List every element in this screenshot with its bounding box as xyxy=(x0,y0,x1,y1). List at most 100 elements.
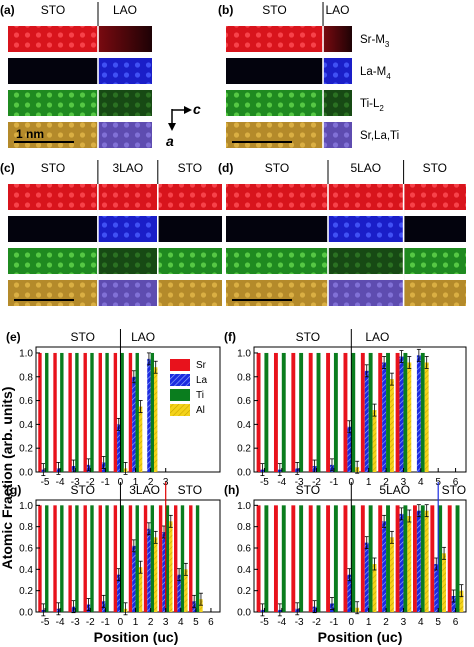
map-tile xyxy=(226,122,324,148)
bar-sr xyxy=(143,505,148,612)
bar-sr xyxy=(256,352,261,472)
y-tick-label: 0.6 xyxy=(237,396,251,407)
channel-label: La-M4 xyxy=(360,66,391,81)
bar-chart-g: STO 3LAO STO (g) 0.0 0.2 0.4 0.6 0.8 1.0 -5 -4 -3 -2-… xyxy=(6,482,221,628)
chart-header: LAO xyxy=(365,330,389,344)
bar-ti xyxy=(60,352,64,472)
map-tile xyxy=(157,248,222,274)
bar-sr xyxy=(128,505,133,612)
x-tick-label: 3 xyxy=(163,617,169,628)
map-panel-label: (c) xyxy=(0,161,15,175)
bar-sr xyxy=(38,352,42,472)
bar-al xyxy=(154,537,158,612)
bar-sr xyxy=(256,505,261,612)
x-tick-label: -4 xyxy=(56,617,65,628)
channel-label: Ti-L2 xyxy=(360,98,384,113)
bar-chart-e: STOLAO(e)0.00.20.40.60.81.0-5-4-3-2-1012… xyxy=(6,329,221,488)
x-tick-label: 4 xyxy=(418,617,424,628)
y-tick-label: 0.4 xyxy=(237,565,251,576)
bar-sr xyxy=(98,505,102,612)
bar-ti xyxy=(281,505,286,612)
map-tile xyxy=(8,58,98,84)
chart-panel-label: (f) xyxy=(224,330,236,344)
bar-la xyxy=(382,362,387,472)
map-tile xyxy=(8,122,98,148)
bar-sr xyxy=(189,505,193,612)
map-header: STO xyxy=(41,161,65,175)
bar-sr xyxy=(326,505,331,612)
bar-la xyxy=(162,532,166,612)
map-header: STO xyxy=(265,161,289,175)
bar-ti xyxy=(150,352,155,472)
bar-ti xyxy=(316,352,321,472)
chart-header: 5LAO xyxy=(379,483,410,497)
map-tile xyxy=(323,26,352,52)
bar-sr xyxy=(83,505,87,612)
x-tick-label: 2 xyxy=(148,617,154,628)
x-tick-label: 5 xyxy=(435,617,441,628)
bar-al xyxy=(424,362,429,472)
x-tick-label: 2 xyxy=(148,477,154,488)
bar-ti xyxy=(45,505,49,612)
bar-sr xyxy=(68,352,72,472)
bar-ti xyxy=(195,505,200,612)
x-tick-label: 4 xyxy=(418,477,424,488)
map-tile xyxy=(226,248,328,274)
chart-header: STO xyxy=(442,483,466,497)
bar-al xyxy=(389,537,394,612)
map-header: 5LAO xyxy=(350,161,381,175)
bar-ti xyxy=(60,505,64,612)
y-tick-label: 1.0 xyxy=(19,501,33,512)
map-panel-label: (b) xyxy=(218,3,233,17)
map-header: LAO xyxy=(113,3,137,17)
legend-label: Ti xyxy=(196,390,204,401)
map-panel-label: (d) xyxy=(218,161,233,175)
bar-sr xyxy=(113,505,118,612)
bar-ti xyxy=(150,505,155,612)
map-tile xyxy=(157,216,222,242)
bar-la xyxy=(147,358,151,472)
map-header: STO xyxy=(423,161,447,175)
bar-al xyxy=(372,410,377,472)
bar-ti xyxy=(45,352,49,472)
bar-ti xyxy=(368,505,373,612)
x-tick-label: 3 xyxy=(401,617,407,628)
map-panel-b: (b) STO LAO xyxy=(218,2,352,148)
y-tick-label: 0.0 xyxy=(237,468,251,479)
x-tick-label: 2 xyxy=(383,617,389,628)
bar-sr xyxy=(113,352,118,472)
bar-al xyxy=(169,521,173,612)
map-tile xyxy=(328,248,404,274)
bar-ti xyxy=(455,505,460,612)
bar-ti xyxy=(420,505,425,612)
bar-ti xyxy=(165,505,170,612)
y-tick-label: 0.4 xyxy=(19,420,33,431)
bar-ti xyxy=(403,505,408,612)
legend-swatch xyxy=(170,374,190,386)
bar-sr xyxy=(38,505,42,612)
x-tick-label: 1 xyxy=(133,477,139,488)
bar-ti xyxy=(316,505,321,612)
y-tick-label: 0.2 xyxy=(19,444,33,455)
bar-ti xyxy=(386,352,390,472)
map-header: LAO xyxy=(326,3,350,17)
x-tick-label: 2 xyxy=(383,477,389,488)
axis-arrows: ca xyxy=(166,101,201,149)
bar-al xyxy=(407,362,412,472)
channel-subscript: 2 xyxy=(379,104,384,113)
bar-la xyxy=(451,596,456,612)
bar-sr xyxy=(128,352,133,472)
y-tick-label: 0.4 xyxy=(237,420,251,431)
map-tile xyxy=(403,280,466,306)
bar-al xyxy=(389,379,394,472)
bar-la xyxy=(177,574,181,612)
bar-sr xyxy=(174,505,178,612)
bar-la xyxy=(117,424,121,472)
bar-ti xyxy=(281,352,286,472)
y-tick-label: 0.6 xyxy=(237,544,251,555)
y-tick-label: 0.0 xyxy=(19,468,33,479)
bar-sr xyxy=(447,505,452,612)
bar-sr xyxy=(83,352,87,472)
bar-sr xyxy=(378,352,383,472)
bar-sr xyxy=(308,352,313,472)
